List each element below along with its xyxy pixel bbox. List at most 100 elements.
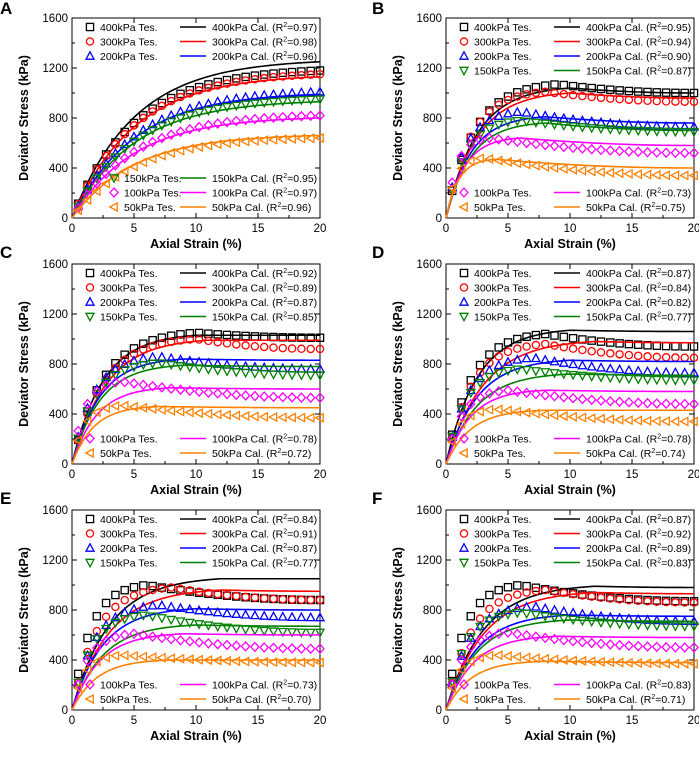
test-point-400kPa bbox=[259, 70, 269, 79]
test-point-150kPa bbox=[530, 367, 541, 377]
test-point-200kPa bbox=[277, 611, 288, 621]
test-point-100kPa bbox=[268, 391, 279, 403]
test-point-300kPa bbox=[306, 595, 315, 605]
test-point-50kPa bbox=[679, 658, 689, 669]
test-point-200kPa bbox=[296, 611, 307, 622]
test-point-100kPa bbox=[493, 133, 504, 145]
test-point-50kPa bbox=[558, 654, 568, 666]
test-point-100kPa bbox=[203, 387, 214, 398]
legend-marker-300kPa bbox=[85, 529, 95, 538]
test-point-100kPa bbox=[661, 641, 671, 653]
test-point-400kPa bbox=[550, 80, 559, 89]
test-point-50kPa bbox=[128, 650, 138, 661]
test-point-100kPa bbox=[540, 139, 551, 151]
test-point-150kPa bbox=[110, 618, 121, 629]
x-tick-label: 15 bbox=[626, 469, 639, 481]
test-point-50kPa bbox=[212, 409, 222, 420]
test-point-50kPa bbox=[623, 657, 633, 668]
test-point-200kPa bbox=[512, 106, 523, 116]
test-point-400kPa bbox=[315, 333, 325, 342]
legend-marker-50kPa bbox=[84, 447, 94, 459]
test-point-100kPa bbox=[531, 631, 541, 643]
test-point-300kPa bbox=[624, 595, 634, 605]
test-point-100kPa bbox=[456, 150, 467, 162]
test-point-150kPa bbox=[549, 613, 560, 623]
test-point-300kPa bbox=[531, 586, 541, 596]
test-point-50kPa bbox=[679, 170, 689, 181]
panel-letter: C bbox=[0, 243, 12, 262]
test-point-100kPa bbox=[447, 177, 458, 188]
test-point-100kPa bbox=[670, 398, 681, 410]
test-point-150kPa bbox=[614, 374, 625, 384]
panel-letter: D bbox=[372, 243, 384, 262]
test-point-300kPa bbox=[232, 591, 241, 601]
test-point-100kPa bbox=[568, 142, 578, 154]
x-tick-label: 20 bbox=[314, 223, 327, 235]
x-tick-label: 15 bbox=[626, 715, 639, 727]
legend-test-label: 300kPa Tes. bbox=[474, 36, 532, 48]
test-point-200kPa bbox=[175, 602, 186, 612]
test-point-300kPa bbox=[315, 344, 325, 354]
test-point-150kPa bbox=[623, 620, 634, 630]
test-point-300kPa bbox=[222, 339, 232, 348]
legend-marker-300kPa bbox=[459, 283, 469, 292]
test-point-50kPa bbox=[249, 135, 259, 146]
test-point-300kPa bbox=[194, 86, 204, 95]
panel-letter: F bbox=[372, 489, 382, 508]
test-point-150kPa bbox=[493, 612, 504, 623]
test-point-50kPa bbox=[277, 412, 287, 423]
test-point-200kPa bbox=[314, 86, 326, 96]
test-point-150kPa bbox=[661, 127, 672, 138]
test-point-150kPa bbox=[595, 124, 607, 135]
y-tick-label: 1600 bbox=[42, 259, 68, 271]
test-point-300kPa bbox=[166, 583, 176, 592]
test-point-400kPa bbox=[503, 338, 513, 347]
legend-marker-400kPa bbox=[459, 268, 469, 278]
test-point-400kPa bbox=[568, 81, 578, 91]
calc-line-200kPa bbox=[445, 115, 694, 219]
test-point-50kPa bbox=[688, 170, 698, 181]
test-point-150kPa bbox=[128, 362, 140, 373]
test-point-200kPa bbox=[110, 363, 121, 374]
test-point-200kPa bbox=[493, 110, 504, 120]
test-point-50kPa bbox=[483, 153, 494, 165]
test-point-100kPa bbox=[101, 168, 111, 180]
test-point-50kPa bbox=[493, 404, 503, 415]
chart-panel-d: D 0 5 10 15 20 0 400 800 1200 1600 Axial Strain (%)… bbox=[372, 243, 699, 497]
test-point-50kPa bbox=[660, 170, 670, 181]
test-point-200kPa bbox=[558, 605, 569, 616]
y-axis-title: Deviator Stress (kPa) bbox=[17, 547, 31, 673]
test-point-100kPa bbox=[512, 386, 523, 397]
test-point-100kPa bbox=[633, 640, 644, 652]
test-point-150kPa bbox=[305, 628, 316, 639]
y-tick-label: 400 bbox=[423, 655, 442, 667]
test-point-400kPa bbox=[185, 329, 195, 338]
test-point-150kPa bbox=[119, 615, 130, 625]
legend-test-label: 200kPa Tes. bbox=[100, 51, 158, 63]
test-point-100kPa bbox=[484, 630, 495, 642]
test-point-200kPa bbox=[147, 351, 158, 362]
test-point-300kPa bbox=[157, 101, 167, 111]
legend-marker-50kPa bbox=[458, 201, 468, 213]
legend-calc-label: 100kPa Cal. (R2=0.97) bbox=[212, 187, 317, 199]
test-point-50kPa bbox=[576, 412, 587, 423]
test-point-200kPa bbox=[231, 608, 242, 618]
test-point-100kPa bbox=[651, 147, 662, 158]
test-point-200kPa bbox=[268, 610, 279, 621]
test-point-100kPa bbox=[614, 145, 625, 157]
test-point-150kPa bbox=[110, 153, 121, 163]
test-point-50kPa bbox=[595, 167, 605, 178]
y-axis-title: Deviator Stress (kPa) bbox=[391, 55, 405, 181]
test-point-400kPa bbox=[587, 336, 596, 345]
y-tick-label: 800 bbox=[49, 605, 68, 617]
test-point-50kPa bbox=[100, 178, 110, 189]
test-point-100kPa bbox=[651, 641, 662, 653]
legend-calc-label: 400kPa Cal. (R2=0.87) bbox=[586, 268, 691, 280]
test-point-100kPa bbox=[531, 388, 541, 400]
test-point-400kPa bbox=[531, 82, 541, 92]
test-point-100kPa bbox=[222, 116, 232, 128]
test-point-50kPa bbox=[465, 410, 475, 421]
test-point-50kPa bbox=[567, 655, 577, 666]
legend-calc-label: 50kPa Cal. (R2=0.71) bbox=[586, 694, 685, 706]
calc-line-150kPa bbox=[445, 619, 694, 711]
